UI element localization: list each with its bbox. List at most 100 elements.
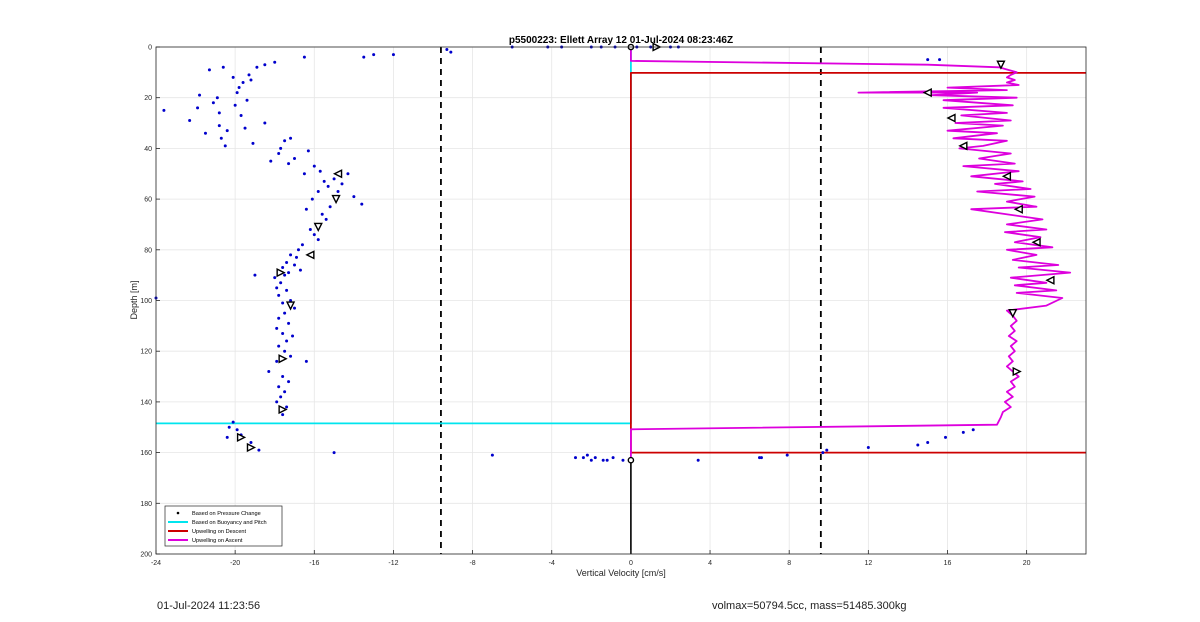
- pressure-point: [253, 273, 257, 277]
- x-tick-label: 4: [708, 560, 712, 567]
- pressure-point: [372, 53, 376, 57]
- triangle-down-marker: [1008, 308, 1018, 319]
- triangle-right-marker: [1012, 366, 1022, 377]
- legend-label: Upwelling on Ascent: [192, 538, 243, 544]
- pressure-point: [490, 453, 494, 457]
- pressure-point: [233, 103, 237, 107]
- x-tick-label: 0: [629, 560, 633, 567]
- pressure-point: [275, 400, 279, 404]
- pressure-point: [581, 456, 585, 460]
- pressure-point: [283, 311, 287, 315]
- legend-label: Upwelling on Descent: [192, 529, 247, 535]
- pressure-point: [277, 385, 281, 389]
- pressure-point: [310, 197, 314, 201]
- pressure-point: [219, 136, 223, 140]
- pressure-point: [231, 75, 235, 79]
- pressure-point: [302, 172, 306, 176]
- pressure-point: [235, 91, 239, 95]
- pressure-point: [283, 273, 287, 277]
- pressure-point: [277, 151, 281, 155]
- pressure-point: [196, 106, 200, 110]
- pressure-point: [241, 80, 245, 84]
- pressure-point: [285, 405, 289, 409]
- pressure-point: [289, 354, 293, 358]
- pressure-point: [320, 212, 324, 216]
- x-tick-label: -16: [309, 560, 319, 567]
- x-tick-label: -24: [151, 560, 161, 567]
- pressure-point: [277, 344, 281, 348]
- y-tick-label: 200: [140, 552, 152, 559]
- chart-title: p5500223: Ellett Array 12 01-Jul-2024 08…: [509, 35, 733, 46]
- triangle-right-marker: [278, 404, 288, 415]
- pressure-point: [283, 390, 287, 394]
- vertical-reference-lines: [440, 47, 822, 554]
- pressure-point: [283, 349, 287, 353]
- pressure-point: [237, 86, 241, 90]
- pressure-point: [188, 119, 192, 123]
- y-tick-label: 140: [140, 399, 152, 406]
- triangle-left-marker: [332, 169, 343, 179]
- pressure-point: [273, 60, 277, 64]
- pressure-point: [318, 169, 322, 173]
- legend-label: Based on Buoyancy and Pitch: [192, 520, 267, 526]
- pressure-point: [360, 202, 364, 206]
- pressure-point: [304, 207, 308, 211]
- pressure-point: [324, 217, 328, 221]
- pressure-point: [207, 68, 211, 72]
- pressure-point: [287, 162, 291, 166]
- legend-label: Based on Pressure Change: [192, 511, 261, 517]
- pressure-point: [225, 129, 229, 133]
- pressure-point: [961, 430, 965, 434]
- pressure-point: [302, 55, 306, 59]
- pressure-point: [255, 65, 259, 69]
- x-tick-label: 8: [787, 560, 791, 567]
- pressure-point: [251, 141, 255, 145]
- pressure-point: [312, 164, 316, 168]
- pressure-point: [298, 268, 302, 272]
- y-tick-label: 60: [144, 197, 152, 204]
- y-tick-label: 80: [144, 247, 152, 254]
- pressure-point: [281, 301, 285, 305]
- pressure-point: [275, 286, 279, 290]
- triangle-left-marker: [946, 113, 956, 123]
- pressure-point: [449, 50, 453, 54]
- pressure-point: [328, 205, 332, 209]
- pressure-point: [225, 435, 229, 439]
- x-tick-label: -12: [388, 560, 398, 567]
- pressure-point: [162, 108, 166, 112]
- pressure-point: [821, 451, 825, 455]
- pressure-point: [215, 96, 219, 100]
- pressure-point: [593, 456, 597, 460]
- upwelling-on-descent-line: [630, 72, 1086, 454]
- pressure-point: [289, 253, 293, 257]
- pressure-point: [281, 331, 285, 335]
- y-axis-ticks: 0 20 40 60 80 100 120 140 160 180 200: [140, 45, 160, 559]
- pressure-point: [605, 458, 609, 462]
- legend: Based on Pressure Change Based on Buoyanc…: [164, 505, 283, 547]
- pressure-point: [223, 144, 227, 148]
- triangle-left-marker: [1013, 204, 1023, 214]
- pressure-point: [211, 101, 215, 105]
- series-lines: [156, 47, 1086, 461]
- pressure-point: [291, 334, 295, 338]
- pressure-point: [285, 260, 289, 264]
- pressure-point: [585, 453, 589, 457]
- y-tick-label: 40: [144, 146, 152, 153]
- triangle-down-marker: [996, 60, 1006, 70]
- pressure-point: [243, 126, 247, 130]
- y-axis-label: Depth [m]: [129, 280, 139, 319]
- pressure-point: [198, 93, 202, 97]
- pressure-point: [249, 440, 253, 444]
- pressure-point: [287, 380, 291, 384]
- pressure-point: [293, 263, 297, 267]
- pressure-point: [332, 451, 336, 455]
- pressure-point: [221, 65, 225, 69]
- pressure-point: [696, 458, 700, 462]
- pressure-point: [263, 63, 267, 67]
- triangle-left-marker: [1045, 275, 1055, 285]
- pressure-point: [346, 172, 350, 176]
- triangle-down-marker: [313, 222, 323, 233]
- x-tick-label: -8: [469, 560, 475, 567]
- pressure-point: [332, 177, 336, 181]
- y-tick-label: 100: [140, 298, 152, 305]
